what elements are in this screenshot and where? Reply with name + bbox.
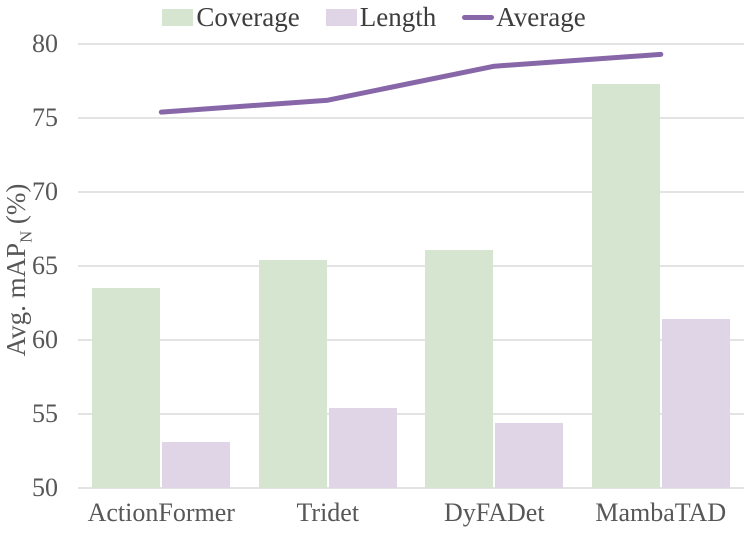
legend-item-average: Average (462, 1, 586, 32)
y-tick-label-60: 60 (32, 325, 58, 354)
gridline-y-65 (78, 265, 744, 267)
x-label-dyfadet: DyFADet (443, 498, 545, 527)
legend-label-average: Average (496, 1, 586, 32)
length-bar-dyfadet (495, 422, 564, 488)
legend-item-length: Length (325, 1, 437, 32)
legend-item-coverage: Coverage (162, 1, 300, 32)
coverage-bar-actionformer (92, 288, 161, 488)
coverage-bar-mambatad (591, 83, 660, 488)
y-tick-label-70: 70 (32, 177, 58, 206)
y-tick-label-65: 65 (32, 251, 58, 280)
x-label-actionformer: ActionFormer (87, 498, 235, 527)
plot-area (78, 43, 744, 489)
length-bar-mambatad (661, 319, 730, 488)
y-tick-label-80: 80 (32, 29, 58, 58)
legend-label-length: Length (359, 1, 437, 32)
gridline-y-60 (78, 339, 744, 341)
y-tick-label-55: 55 (32, 399, 58, 428)
gridline-y-80 (78, 43, 744, 45)
gridline-y-50 (78, 487, 744, 489)
coverage-swatch-icon (162, 8, 194, 26)
chart-legend: Coverage Length Average (0, 0, 748, 34)
average-polyline (158, 51, 664, 115)
length-bar-tridet (328, 408, 397, 488)
average-line-icon (462, 14, 495, 20)
x-label-mambatad: MambaTAD (595, 498, 727, 527)
average-line-series (158, 51, 664, 115)
y-tick-label-50: 50 (32, 473, 58, 502)
length-swatch-icon (325, 8, 357, 26)
gridline-y-70 (78, 191, 744, 193)
coverage-bar-dyfadet (425, 249, 494, 488)
y-axis-title-subscript: N (16, 230, 36, 243)
legend-label-coverage: Coverage (196, 1, 300, 32)
x-label-tridet: Tridet (296, 498, 360, 527)
length-bar-actionformer (162, 442, 231, 488)
y-tick-label-75: 75 (32, 103, 58, 132)
coverage-bar-tridet (258, 260, 327, 488)
gridline-y-55 (78, 413, 744, 415)
gridline-y-75 (78, 117, 744, 119)
